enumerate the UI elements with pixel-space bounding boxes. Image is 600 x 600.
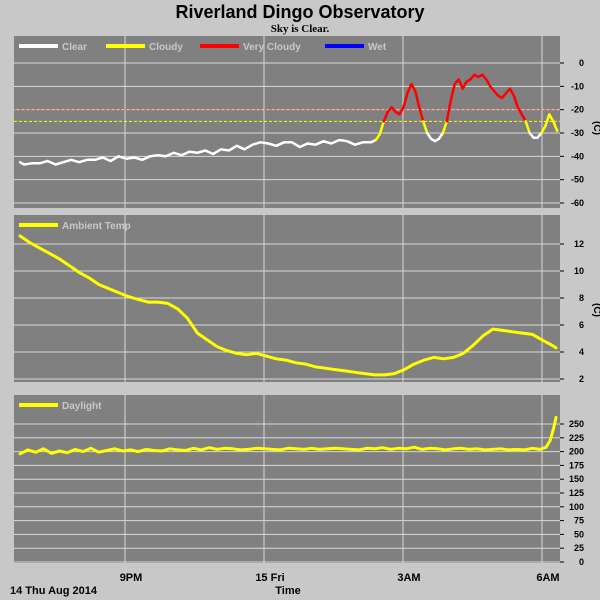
sky-line-cloudy [524,120,531,135]
legend-wet-label: Wet [368,42,387,53]
y-tick-label: -50 [571,175,584,185]
daylight-gridlines [14,395,560,563]
y-tick-label: 125 [569,488,584,498]
sky-line-clear [18,138,378,166]
y-tick-label: 10 [574,266,584,276]
x-axis-label: Time [275,585,300,597]
y-tick-label: 25 [574,543,584,553]
y-tick-label: -40 [571,151,584,161]
daylight-series [18,415,558,456]
sky-plot-area [14,36,560,208]
sky-line-cloudy [441,120,449,135]
y-tick-label: -20 [571,105,584,115]
chart-title: Riverland Dingo Observatory [175,2,424,22]
sky-line-very-cloudy [445,73,527,123]
y-tick-label: 75 [574,516,584,526]
ambient-line [18,234,558,377]
legend-cloudy: Cloudy [106,42,183,53]
sky-line-very-cloudy [382,82,425,123]
y-tick-label: 8 [579,293,584,303]
y-tick-label: -10 [571,81,584,91]
y-tick-label: -30 [571,128,584,138]
legend-cloudy-label: Cloudy [149,42,183,53]
sky-temperature-panel: Clear Cloudy Very Cloudy Wet 0 -10 -20 -30 -… [14,36,600,208]
y-tick-label: 225 [569,433,584,443]
daylight-line [18,415,558,456]
y-tick-label: 150 [569,474,584,484]
x-tick-label: 3AM [397,572,420,584]
x-axis-ticks: 9PM 15 Fri 3AM 6AM [120,572,560,584]
legend-very-cloudy-label: Very Cloudy [243,42,301,53]
y-tick-label: 50 [574,529,584,539]
y-tick-label: 250 [569,419,584,429]
ambient-series [18,234,558,377]
ambient-y-axis: 12 10 8 6 4 2 [560,239,584,384]
y-tick-label: 12 [574,239,584,249]
sky-line-cloudy [540,113,559,135]
sky-line-clear [528,131,543,139]
sky-y-axis: 0 -10 -20 -30 -40 -50 -60 [560,58,584,208]
legend-ambient-temp: Ambient Temp [19,221,131,232]
y-tick-label: 200 [569,447,584,457]
date-label: 14 Thu Aug 2014 [10,585,98,597]
ambient-gridlines [14,215,560,382]
y-tick-label: -60 [571,198,584,208]
x-tick-label: 15 Fri [255,572,284,584]
legend-daylight: Daylight [19,401,102,412]
y-tick-label: 0 [579,58,584,68]
ambient-temperature-panel: Ambient Temp 12 10 8 6 4 2 (C) [14,215,600,384]
legend-clear-label: Clear [62,42,87,53]
x-tick-label: 9PM [120,572,143,584]
y-tick-label: 175 [569,460,584,470]
ambient-legend: Ambient Temp [19,221,131,232]
y-tick-label: 6 [579,320,584,330]
ambient-unit-label: (C) [591,303,600,317]
sky-threshold-lines [14,109,560,122]
sky-line-cloudy [374,120,386,142]
y-tick-label: 2 [579,374,584,384]
y-tick-label: 100 [569,502,584,512]
y-tick-label: 0 [579,557,584,567]
sky-line-cloudy [421,120,429,135]
daylight-legend: Daylight [19,401,102,412]
legend-very-cloudy: Very Cloudy [200,42,301,53]
y-tick-label: 4 [579,347,584,357]
legend-clear: Clear [19,42,87,53]
sky-series [18,73,559,166]
legend-daylight-label: Daylight [62,401,102,412]
legend-ambient-temp-label: Ambient Temp [62,221,131,232]
sky-legend: Clear Cloudy Very Cloudy Wet [19,42,387,53]
sky-unit-label: (C) [591,121,600,135]
legend-wet: Wet [325,42,387,53]
chart-subtitle: Sky is Clear. [271,23,330,35]
x-tick-label: 6AM [536,572,559,584]
sky-line-clear [425,131,445,143]
